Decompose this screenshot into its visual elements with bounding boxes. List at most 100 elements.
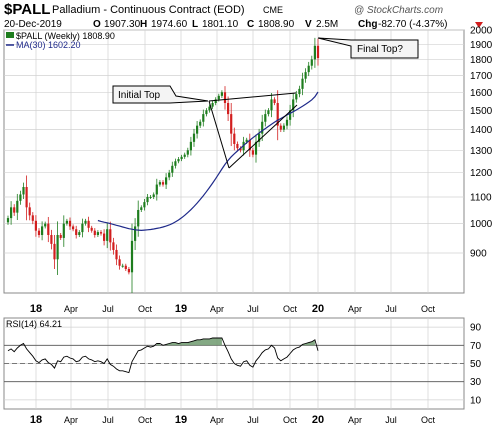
rsi-y-axis: 10 30 50 70 90 (470, 323, 482, 407)
high-value: 1974.60 (151, 19, 188, 30)
candle-body (16, 200, 19, 213)
candle-body (186, 150, 189, 155)
candle-body (62, 223, 65, 238)
volume-label: V (305, 19, 312, 30)
candle-body (307, 65, 310, 73)
rsi-y-tick-label: 30 (470, 377, 482, 388)
candle-body (25, 187, 28, 208)
candle-body (87, 220, 90, 228)
instrument-name: Palladium - Continuous Contract (EOD) (52, 4, 245, 16)
candle-body (276, 103, 279, 126)
candle-body (233, 133, 236, 144)
candle-body (44, 223, 47, 227)
candle-body (149, 196, 152, 198)
candle-body (223, 92, 227, 104)
price-x-tick-label: 19 (175, 303, 187, 315)
candle-body (258, 133, 261, 142)
candle-body (292, 99, 295, 111)
candle-body (53, 243, 56, 260)
resistance-trendline (208, 92, 297, 102)
initial-top-callout (112, 85, 209, 104)
price-x-tick-label: Apr (210, 304, 224, 314)
candle-body (316, 45, 320, 59)
candle-body (189, 141, 192, 151)
price-x-tick-label: Apr (348, 304, 362, 314)
candle-body (298, 88, 301, 95)
price-y-tick-label: 1800 (470, 55, 493, 66)
candle-body (75, 229, 78, 236)
candle-body (168, 172, 171, 178)
price-x-tick-label: Apr (64, 304, 78, 314)
low-value: 1801.10 (202, 19, 239, 30)
open-value: 1907.30 (104, 19, 141, 30)
chg-value: -82.70 (-4.37%) (378, 19, 447, 30)
candle-body (183, 154, 186, 157)
candle-body (78, 232, 81, 236)
candle-body (47, 223, 50, 236)
candle-body (270, 99, 273, 111)
candle-body (196, 125, 199, 134)
candle-body (68, 220, 72, 227)
rsi-y-tick-label: 50 (470, 359, 482, 370)
price-x-tick-label: Jul (385, 304, 397, 314)
down-arrow-icon (475, 22, 483, 28)
price-x-tick-label: Oct (138, 304, 153, 314)
candle-body (205, 110, 208, 115)
candle-body (217, 95, 220, 100)
candle-body (41, 226, 44, 236)
close-value: 1808.90 (258, 19, 295, 30)
candle-body (161, 182, 165, 185)
candle-body (202, 114, 205, 122)
rsi-reference-lines (4, 344, 464, 383)
high-label: H (140, 19, 147, 30)
candle-body (84, 220, 87, 224)
price-y-tick-label: 900 (470, 249, 487, 260)
candle-body (65, 220, 68, 224)
candle-body (239, 148, 242, 151)
candle-body (109, 229, 112, 243)
candle-body (112, 242, 115, 250)
candle-body (264, 114, 267, 122)
price-y-tick-label: 1200 (470, 168, 493, 179)
candle-body (289, 110, 292, 120)
candle-body (230, 114, 233, 134)
candle-body (59, 235, 62, 238)
rsi-x-tick-label: Jul (102, 415, 114, 425)
symbol-title: $PALL (4, 1, 50, 18)
rsi-line (7, 337, 319, 374)
candle-body (6, 218, 10, 223)
ma-legend: MA(30) 1602.20 (16, 40, 81, 50)
candle-body (165, 177, 168, 185)
price-y-tick-label: 1400 (470, 125, 493, 136)
candle-body (103, 233, 106, 241)
candle-body (261, 121, 264, 134)
price-y-tick-label: 1600 (470, 88, 493, 99)
rsi-x-tick-label: Oct (283, 415, 298, 425)
rsi-x-tick-label: Apr (64, 415, 78, 425)
candle-body (127, 268, 130, 273)
candle-body (90, 227, 93, 231)
candle-body (121, 265, 124, 267)
price-x-axis: 18 Apr Jul Oct 19 Apr Jul Oct 20 Apr Jul Oct (30, 303, 436, 315)
price-x-tick-label: Oct (283, 304, 298, 314)
candle-body (208, 106, 211, 111)
candle-body (106, 229, 109, 241)
candle-body (310, 59, 313, 66)
wedge-left-edge (208, 100, 230, 169)
candle-body (211, 103, 214, 107)
price-legend: $PALL (Weekly) 1808.90 (16, 31, 115, 41)
rsi-x-tick-label: 18 (30, 414, 42, 426)
candle-body (137, 209, 140, 227)
candle-body (146, 196, 149, 203)
candle-body (304, 72, 307, 79)
rsi-x-tick-label: Apr (348, 415, 362, 425)
candle-body (115, 249, 118, 260)
price-x-tick-label: Oct (421, 304, 436, 314)
price-y-tick-label: 1300 (470, 146, 493, 157)
candle-body (118, 259, 121, 266)
candle-body (19, 194, 22, 201)
low-label: L (192, 19, 198, 30)
price-panel (3, 29, 465, 294)
open-label: O (93, 19, 101, 30)
